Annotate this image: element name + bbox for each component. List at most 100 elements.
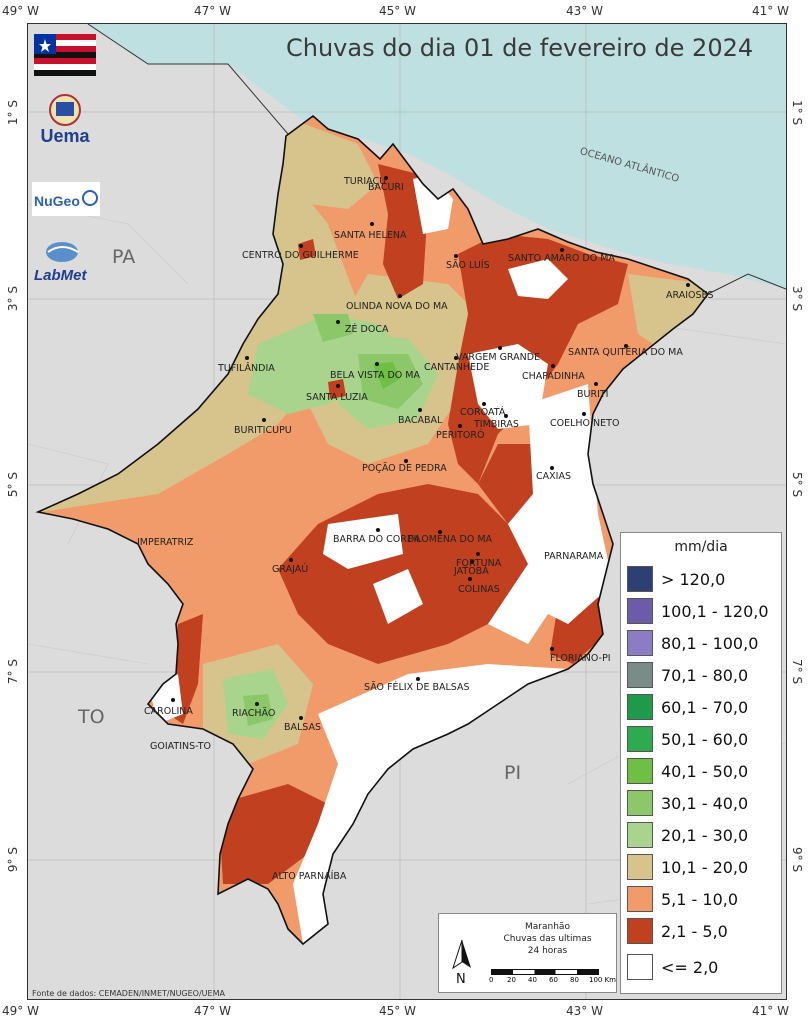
ocean-area <box>88 24 786 289</box>
scalebox-line2: Chuvas das ultimas <box>503 934 592 944</box>
legend-item: 40,1 - 50,0 <box>627 757 748 785</box>
city-label: BELA VISTA DO MA <box>330 370 420 381</box>
legend-item: 2,1 - 5,0 <box>627 917 728 945</box>
legend-swatch <box>627 566 653 592</box>
city-label: BURITICUPU <box>234 425 292 436</box>
city-label: ARAIOSES <box>666 290 714 301</box>
legend-item: 70,1 - 80,0 <box>627 661 748 689</box>
legend-label: <= 2,0 <box>661 957 719 977</box>
map-title: Chuvas do dia 01 de fevereiro de 2024 <box>286 34 754 62</box>
legend-swatch <box>627 954 653 980</box>
city-label: BACURI <box>368 182 404 193</box>
lon-tick-top-49: 49° W <box>2 4 39 18</box>
legend-label: 2,1 - 5,0 <box>661 921 728 941</box>
city-label: TUFILÂNDIA <box>218 363 275 374</box>
legend-title: mm/dia <box>674 539 728 555</box>
legend-label: 100,1 - 120,0 <box>661 601 769 621</box>
city-label: CANTANHEDE <box>424 362 490 373</box>
svg-text:LabMet: LabMet <box>34 267 88 284</box>
legend-swatch <box>627 918 653 944</box>
city-label: POÇÃO DE PEDRA <box>362 463 447 474</box>
city-label: FILOMENA DO MA <box>408 534 493 545</box>
svg-text:NuGeo: NuGeo <box>34 193 80 209</box>
map-frame <box>27 23 787 1000</box>
legend-label: 5,1 - 10,0 <box>661 889 739 909</box>
lon-tick-top-41: 41° W <box>752 4 789 18</box>
lat-tick-right-9: 9° S <box>790 847 804 873</box>
legend-swatch <box>627 758 653 784</box>
maranhao-flag <box>34 34 96 76</box>
city-label: PERITORÓ <box>436 430 485 441</box>
legend-label: 70,1 - 80,0 <box>661 665 749 685</box>
city-label: SANTA LUZIA <box>306 392 368 403</box>
legend-swatch <box>627 886 653 912</box>
scale-tick: 40 <box>528 976 537 984</box>
city-label: SÃO FÉLIX DE BALSAS <box>364 682 470 693</box>
svg-text:Uema: Uema <box>40 126 90 146</box>
city-label: CHAPADINHA <box>522 371 585 382</box>
lon-tick-bottom-45: 45° W <box>379 1004 416 1018</box>
city-label: SÃO LUÍS <box>446 260 490 271</box>
city-label: ZÉ DOCA <box>345 324 389 335</box>
lat-tick-left-9: 9° S <box>6 847 20 873</box>
city-label: BARRA DO CORDA <box>333 534 421 545</box>
nugeo-logo: NuGeo <box>32 182 100 216</box>
city-label: SANTA QUITÉRIA DO MA <box>568 347 683 358</box>
labmet-logo: LabMet <box>32 238 94 286</box>
scale-tick: 80 <box>570 976 579 984</box>
lat-tick-right-3: 3° S <box>790 286 804 312</box>
city-label: TIMBIRAS <box>474 419 519 430</box>
legend-swatch <box>627 822 653 848</box>
legend-item: 60,1 - 70,0 <box>627 693 748 721</box>
legend-item: <= 2,0 <box>627 953 718 981</box>
lat-tick-right-7: 7° S <box>790 659 804 685</box>
legend-item: 30,1 - 40,0 <box>627 789 748 817</box>
city-label: PARNARAMA <box>544 551 604 562</box>
city-label: IMPERATRIZ <box>137 537 194 548</box>
legend-item: 20,1 - 30,0 <box>627 821 748 849</box>
scale-tick: 60 <box>549 976 558 984</box>
lon-tick-top-45: 45° W <box>379 4 416 18</box>
data-source-credit: Fonte de dados: CEMADEN/INMET/NUGEO/UEMA <box>32 989 225 998</box>
legend-label: 80,1 - 100,0 <box>661 633 759 653</box>
region-label-pa: PA <box>112 246 136 268</box>
city-label: JATOBÁ <box>454 566 489 577</box>
legend-swatch <box>627 726 653 752</box>
legend-box: mm/dia > 120,0 100,1 - 120,0 80,1 - 100,… <box>620 532 782 994</box>
legend-label: 20,1 - 30,0 <box>661 825 749 845</box>
state-outline <box>35 114 710 946</box>
city-label: CAXIAS <box>536 471 571 482</box>
region-label-pi: PI <box>504 762 522 784</box>
lat-tick-left-7: 7° S <box>6 659 20 685</box>
uema-logo: Uema <box>34 92 96 162</box>
lon-tick-bottom-41: 41° W <box>752 1004 789 1018</box>
legend-item: 10,1 - 20,0 <box>627 853 748 881</box>
city-label: RIACHÃO <box>232 708 276 719</box>
region-label-to: TO <box>78 706 105 728</box>
city-label: SANTO AMARO DO MA <box>508 253 615 264</box>
city-label: FLORIANO-PI <box>550 653 611 664</box>
city-label: COLINAS <box>458 584 500 595</box>
scale-tick: 0 <box>489 976 494 984</box>
north-label: N <box>456 972 466 987</box>
lat-tick-right-5: 5° S <box>790 472 804 498</box>
legend-label: 30,1 - 40,0 <box>661 793 749 813</box>
scale-box: Maranhão Chuvas das ultimas 24 horas N 0… <box>438 913 617 993</box>
legend-swatch <box>627 630 653 656</box>
legend-label: 60,1 - 70,0 <box>661 697 749 717</box>
north-arrow-icon <box>451 938 473 984</box>
city-label: BURITI <box>577 389 609 400</box>
legend-item: 80,1 - 100,0 <box>627 629 758 657</box>
lon-tick-top-47: 47° W <box>194 4 231 18</box>
legend-swatch <box>627 662 653 688</box>
legend-item: > 120,0 <box>627 565 725 593</box>
lat-tick-left-1: 1° S <box>6 100 20 126</box>
lon-tick-bottom-43: 43° W <box>566 1004 603 1018</box>
city-label: COROATÁ <box>460 407 506 418</box>
city-label: VARGEM GRANDE <box>456 352 541 363</box>
scale-tick: 20 <box>507 976 516 984</box>
city-label: GRAJAÚ <box>272 564 309 575</box>
city-label: CENTRO DO GUILHERME <box>242 250 359 261</box>
lon-tick-top-43: 43° W <box>566 4 603 18</box>
legend-swatch <box>627 598 653 624</box>
